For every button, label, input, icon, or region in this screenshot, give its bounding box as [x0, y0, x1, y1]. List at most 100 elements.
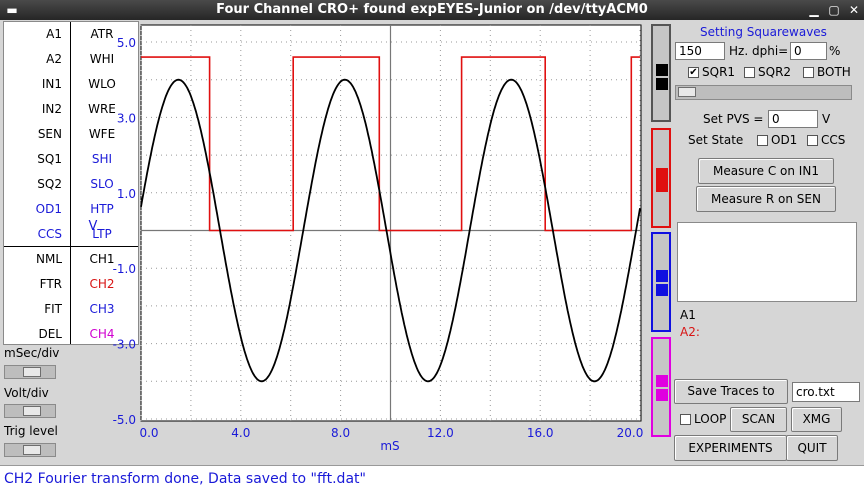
- grid-item-sq2[interactable]: SQ2: [37, 177, 62, 191]
- a1-readout: A1: [680, 308, 696, 322]
- window-menu-icon[interactable]: ▬: [6, 3, 18, 17]
- loop-checkbox[interactable]: [680, 414, 691, 425]
- frequency-slider[interactable]: [675, 85, 852, 100]
- ccs-label: CCS: [821, 133, 846, 147]
- grid-item-ch4[interactable]: CH4: [89, 327, 115, 341]
- grid-item-wre[interactable]: WRE: [88, 102, 116, 116]
- oscilloscope-plot[interactable]: 5.0 3.0 1.0 -1.0 -3.0 -5.00.0 4.0 8.0 12.0 16.0 20…: [0, 20, 650, 465]
- x-tick-label: 8.0: [331, 426, 350, 440]
- grid-item-ch3[interactable]: CH3: [89, 302, 115, 316]
- maximize-icon[interactable]: ▢: [828, 3, 840, 17]
- x-tick-label: 0.0: [139, 426, 158, 440]
- grid-item-fit[interactable]: FIT: [44, 302, 62, 316]
- volt-div-slider[interactable]: [4, 404, 56, 418]
- grid-item-wlo[interactable]: WLO: [88, 77, 116, 91]
- close-icon[interactable]: ✕: [848, 3, 860, 17]
- pvs-label: Set PVS =: [703, 112, 764, 126]
- grid-item-wfe[interactable]: WFE: [88, 127, 116, 141]
- sqr1-label: SQR1: [702, 65, 736, 79]
- ch1-handle[interactable]: [656, 64, 668, 76]
- ch2-square-trace: [141, 56, 640, 232]
- dphi-unit: %: [829, 44, 841, 58]
- both-label: BOTH: [817, 65, 851, 79]
- od1-checkbox[interactable]: [757, 135, 768, 146]
- ch1-offset-bar[interactable]: [651, 24, 671, 122]
- grid-item-a1[interactable]: A1: [46, 27, 62, 41]
- title-bar: ▬ Four Channel CRO+ found expEYES-Junior…: [0, 0, 864, 20]
- window-title: Four Channel CRO+ found expEYES-Junior o…: [216, 2, 648, 17]
- x-tick-label: 16.0: [527, 426, 554, 440]
- minimize-icon[interactable]: ▁: [809, 3, 819, 17]
- trigger-channel-grid: A1 ATR A2 WHI IN1 WLO IN2 WRE SEN WFE SQ1 SHI SQ2 SLO…: [3, 21, 139, 345]
- grid-item-ccs[interactable]: CCS: [37, 227, 62, 241]
- squarewave-heading: Setting Squarewaves: [700, 25, 827, 39]
- frequency-input[interactable]: 150: [675, 42, 725, 60]
- grid-item-nml[interactable]: NML: [35, 252, 62, 266]
- ch3-handle[interactable]: [656, 270, 668, 282]
- ch4-handle[interactable]: [656, 375, 668, 387]
- loop-label: LOOP: [694, 412, 727, 426]
- set-state-label: Set State: [688, 133, 744, 147]
- ccs-checkbox[interactable]: [807, 135, 818, 146]
- x-tick-label: 20.0: [617, 426, 644, 440]
- grid-item-ch2[interactable]: CH2: [89, 277, 115, 291]
- grid-item-ftr[interactable]: FTR: [39, 277, 62, 291]
- msec-div-label: mSec/div: [4, 346, 60, 360]
- trig-level-label: Trig level: [4, 424, 58, 438]
- save-file-input[interactable]: cro.txt: [792, 382, 860, 402]
- grid-item-ch1[interactable]: CH1: [89, 252, 115, 266]
- ch3-offset-bar[interactable]: [651, 232, 671, 332]
- y-tick-label: 3.0: [117, 111, 136, 125]
- grid-item-in1[interactable]: IN1: [41, 77, 62, 91]
- sqr2-checkbox[interactable]: [744, 67, 755, 78]
- grid-item-shi[interactable]: SHI: [91, 152, 113, 166]
- both-checkbox[interactable]: [803, 67, 814, 78]
- ch2-handle[interactable]: [656, 168, 668, 180]
- grid-item-sen[interactable]: SEN: [37, 127, 62, 141]
- grid-item-a2[interactable]: A2: [46, 52, 62, 66]
- x-tick-label: 12.0: [427, 426, 454, 440]
- pvs-input[interactable]: 0: [768, 110, 818, 128]
- grid-divider: [70, 22, 71, 344]
- y-tick-label: -5.0: [113, 413, 136, 427]
- od1-label: OD1: [771, 133, 798, 147]
- trig-level-slider[interactable]: [4, 443, 56, 457]
- x-tick-label: 4.0: [231, 426, 250, 440]
- y-tick-label: 5.0: [117, 36, 136, 50]
- grid-item-ltp[interactable]: LTP: [92, 227, 112, 241]
- grid-item-sq1[interactable]: SQ1: [37, 152, 62, 166]
- save-traces-button[interactable]: Save Traces to: [674, 379, 788, 404]
- ch4-offset-bar[interactable]: [651, 337, 671, 437]
- volt-div-label: Volt/div: [4, 386, 49, 400]
- ch2-offset-bar[interactable]: [651, 128, 671, 228]
- xmg-button[interactable]: XMG: [791, 407, 842, 432]
- grid-item-whi[interactable]: WHI: [89, 52, 115, 66]
- grid-item-od1[interactable]: OD1: [35, 202, 62, 216]
- y-axis-label: V: [89, 219, 98, 234]
- scan-button[interactable]: SCAN: [730, 407, 787, 432]
- dphi-input[interactable]: 0: [790, 42, 827, 60]
- measure-r-button[interactable]: Measure R on SEN: [696, 186, 836, 212]
- msec-div-slider[interactable]: [4, 365, 56, 379]
- sqr1-checkbox[interactable]: ✔: [688, 67, 699, 78]
- grid-item-atr[interactable]: ATR: [90, 27, 114, 41]
- measure-c-button[interactable]: Measure C on IN1: [698, 158, 834, 184]
- sqr2-label: SQR2: [758, 65, 792, 79]
- y-tick-label: -1.0: [113, 262, 136, 276]
- grid-item-in2[interactable]: IN2: [41, 102, 62, 116]
- quit-button[interactable]: QUIT: [786, 435, 838, 461]
- dphi-label: dphi=: [752, 44, 789, 58]
- grid-item-slo[interactable]: SLO: [90, 177, 114, 191]
- pvs-unit: V: [822, 112, 831, 126]
- grid-item-del[interactable]: DEL: [38, 327, 62, 341]
- freq-unit-label: Hz.: [729, 44, 749, 58]
- measurement-output-box: [677, 222, 857, 302]
- grid-divider-h: [4, 246, 138, 247]
- grid-item-htp[interactable]: HTP: [90, 202, 114, 216]
- status-bar: CH2 Fourier transform done, Data saved t…: [0, 465, 864, 492]
- y-tick-label: 1.0: [117, 187, 136, 201]
- experiments-button[interactable]: EXPERIMENTS: [674, 435, 787, 461]
- a2-readout: A2:: [680, 325, 700, 339]
- ch1-sine-trace: [140, 78, 641, 383]
